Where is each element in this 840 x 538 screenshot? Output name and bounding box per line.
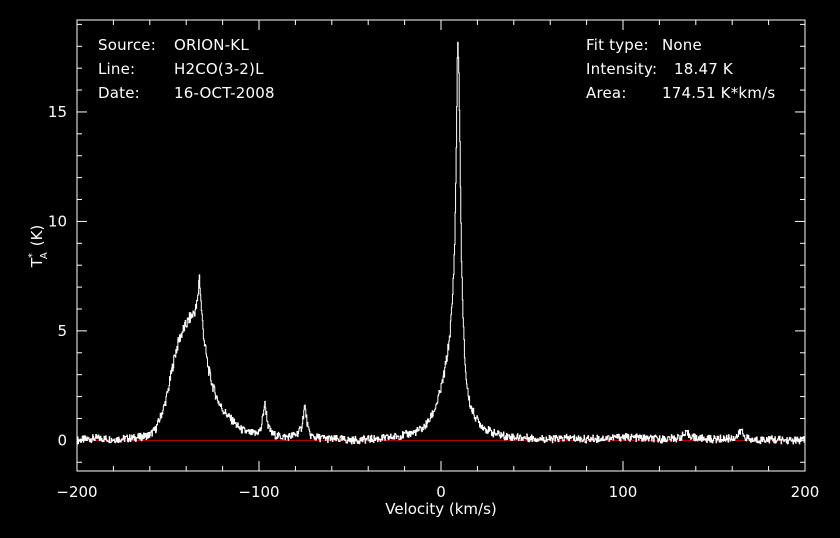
- area-value: 174.51 K*km/s: [662, 84, 776, 102]
- source-value: ORION-KL: [174, 36, 249, 54]
- x-tick-label: 100: [609, 483, 638, 501]
- intensity-value: 18.47 K: [674, 60, 733, 78]
- y-axis-label: T*A (K): [27, 225, 50, 269]
- line-label: Line:: [98, 60, 136, 78]
- line-value: H2CO(3-2)L: [174, 60, 264, 78]
- date-value: 16-OCT-2008: [174, 84, 275, 102]
- date-label: Date:: [98, 84, 140, 102]
- x-axis-label: Velocity (km/s): [385, 500, 496, 518]
- y-axis-label-sub: A: [39, 252, 50, 259]
- x-tick-label: 200: [791, 483, 820, 501]
- y-tick-label: 15: [48, 103, 67, 121]
- fit-type-label: Fit type:: [586, 36, 649, 54]
- x-tick-label: 0: [436, 483, 446, 501]
- intensity-label: Intensity:: [586, 60, 658, 78]
- y-axis-label-sup: *: [27, 253, 38, 258]
- x-tick-label: −200: [56, 483, 97, 501]
- svg-text:T*A(K): T*A (K): [27, 225, 50, 269]
- source-label: Source:: [98, 36, 156, 54]
- fit-type-value: None: [662, 36, 702, 54]
- spectrum-line-0: [77, 41, 806, 445]
- x-tick-label: −100: [238, 483, 279, 501]
- area-label: Area:: [586, 84, 627, 102]
- y-axis-label-main: T: [28, 257, 46, 268]
- y-tick-label: 5: [57, 322, 67, 340]
- y-tick-label: 10: [48, 212, 67, 230]
- y-tick-label: 0: [57, 431, 67, 449]
- y-axis-label-unit: (K): [28, 225, 46, 247]
